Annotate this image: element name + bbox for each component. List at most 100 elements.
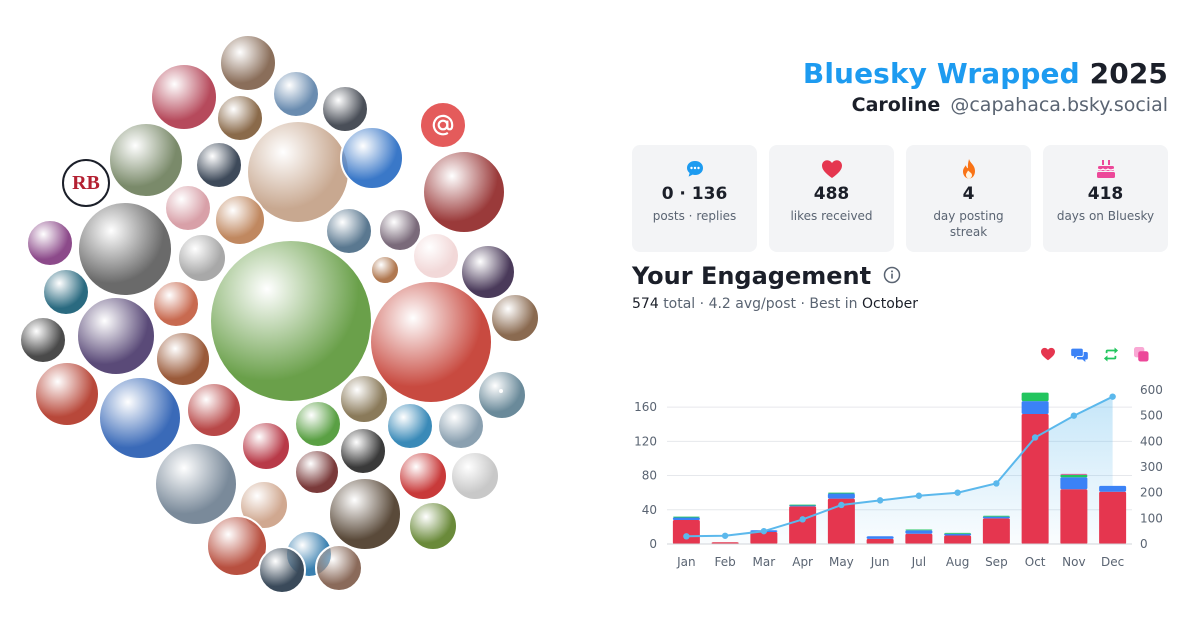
title-year: 2025 (1089, 57, 1168, 90)
cumulative-point-feb (721, 532, 729, 539)
bar-replies-dec (1099, 485, 1127, 492)
mention-bubble-icon (419, 101, 467, 149)
bar-likes-jul (905, 533, 933, 544)
speech-bubble-icon (632, 158, 757, 180)
avatar (76, 296, 156, 376)
avatar (422, 150, 506, 234)
engagement-avg: 4.2 avg/post (708, 296, 796, 312)
user-name: Caroline (851, 94, 941, 116)
avatar (339, 427, 387, 475)
y-left-tick-label: 160 (634, 400, 657, 414)
avatar (294, 400, 342, 448)
bar-reposts-may (827, 492, 855, 494)
brand-title: Bluesky Wrapped (802, 57, 1080, 90)
y-left-tick-label: 80 (642, 469, 657, 483)
bar-reposts-jan (672, 516, 700, 518)
bar-likes-sep (982, 518, 1010, 544)
x-tick-label: Nov (1062, 555, 1085, 569)
flame-icon (906, 158, 1031, 180)
avatar (186, 382, 242, 438)
cumulative-point-apr (799, 516, 806, 523)
bar-replies-jan (672, 517, 700, 521)
stat-streak-value: 4 (962, 184, 975, 204)
bar-reposts-sep (982, 515, 1010, 517)
engagement-best-prefix: Best in (809, 296, 858, 312)
heart-icon (769, 158, 894, 180)
avatar (398, 451, 448, 501)
avatar (294, 449, 340, 495)
engagement-section: Your Engagement 574 total · 4.2 avg/post… (632, 262, 918, 312)
bar-replies-sep (982, 516, 1010, 519)
avatar-label: RB (72, 171, 100, 194)
legend-quote-icon[interactable] (1134, 347, 1149, 362)
avatar (154, 442, 238, 526)
avatar (272, 70, 320, 118)
bar-likes-may (827, 498, 855, 544)
bar-likes-nov (1060, 489, 1088, 544)
stat-posts-label: posts · replies (652, 209, 737, 223)
wrapped-header: Bluesky Wrapped 2025 Caroline @capahaca.… (803, 57, 1168, 116)
page-title: Bluesky Wrapped 2025 (803, 57, 1168, 90)
y-right-tick-label: 100 (1140, 511, 1163, 525)
stat-days-label: days on Bluesky (1056, 209, 1155, 223)
stat-days-value: 418 (1087, 184, 1124, 204)
x-tick-label: Jun (870, 555, 890, 569)
bar-likes-dec (1099, 491, 1127, 544)
stat-likes-value: 488 (813, 184, 850, 204)
avatar (328, 477, 402, 551)
avatar (214, 194, 266, 246)
engagement-best-month: October (862, 296, 919, 312)
avatar (450, 451, 500, 501)
cumulative-area (686, 396, 1113, 544)
avatar (241, 421, 291, 471)
avatar (19, 316, 67, 364)
bar-reposts-nov (1060, 474, 1088, 478)
x-tick-label: Oct (1025, 555, 1046, 569)
stats-row: 0 · 136 posts · replies 488 likes receiv… (632, 145, 1168, 252)
bar-reposts-aug (944, 532, 972, 534)
bar-replies-aug (944, 533, 972, 536)
cumulative-point-aug (954, 489, 961, 496)
avatar (246, 120, 350, 224)
avatar (26, 219, 74, 267)
bar-likes-apr (789, 506, 817, 544)
stat-streak-label: day posting streak (933, 209, 1004, 239)
user-line: Caroline @capahaca.bsky.social (803, 94, 1168, 116)
avatar (77, 201, 173, 297)
engagement-summary: 574 total · 4.2 avg/post · Best in Octob… (632, 296, 919, 312)
legend-repost-icon[interactable] (1103, 347, 1119, 362)
avatar (378, 208, 422, 252)
avatar (315, 544, 363, 592)
engagement-chart: 0 40 80 120 160 0 100 200 300 400 500 600 Jan Feb Mar A… (634, 383, 1163, 569)
avatar (321, 85, 369, 133)
stat-days-card: 418 days on Bluesky (1043, 145, 1168, 252)
bar-likes-oct (1021, 413, 1049, 544)
avatar (152, 280, 200, 328)
y-left-tick-label: 120 (634, 434, 657, 448)
avatar (34, 361, 100, 427)
bar-quotes-nov (1060, 473, 1088, 475)
bar-reposts-apr (789, 504, 817, 506)
avatar (499, 389, 503, 393)
bar-replies-jun (866, 536, 894, 539)
y-right-tick-label: 400 (1140, 434, 1163, 448)
chart-legend (1040, 347, 1149, 362)
cumulative-point-jun (876, 497, 884, 504)
legend-replies-icon[interactable] (1071, 347, 1088, 362)
cake-icon (1043, 158, 1168, 180)
x-tick-label: Mar (753, 555, 776, 569)
legend-heart-icon[interactable] (1040, 347, 1056, 362)
y-right-tick-label: 600 (1140, 383, 1163, 397)
bar-replies-nov (1060, 477, 1088, 490)
info-icon[interactable] (883, 262, 901, 290)
bar-likes-mar (750, 532, 778, 544)
avatar (108, 122, 184, 198)
x-tick-label: Apr (792, 555, 813, 569)
avatar (460, 244, 516, 300)
y-right-tick-label: 500 (1140, 409, 1163, 423)
engagement-total: 574 (632, 296, 659, 312)
bar-replies-apr (789, 505, 817, 507)
bar-replies-may (827, 493, 855, 499)
engagement-title: Your Engagement (632, 262, 872, 290)
avatar (150, 63, 218, 131)
